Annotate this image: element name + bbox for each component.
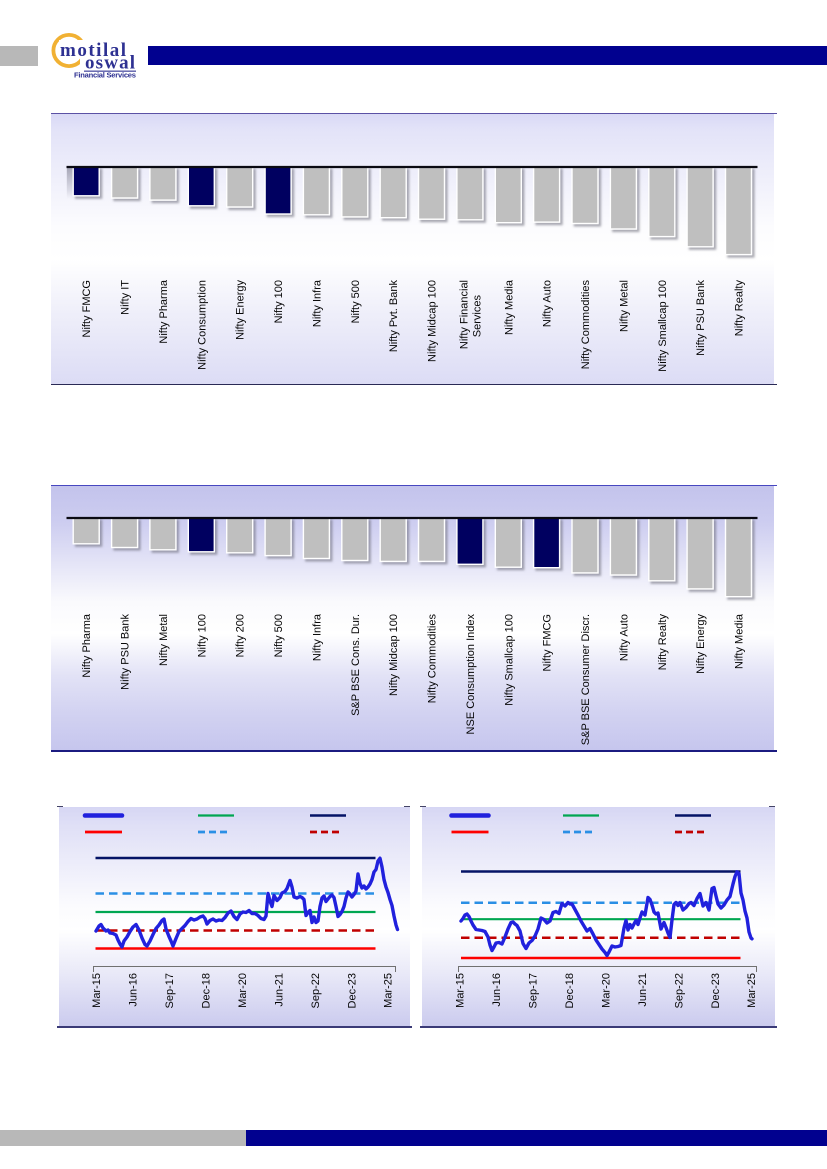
svg-text:Mar-20: Mar-20 <box>600 973 612 1008</box>
svg-text:Nifty Midcap 100: Nifty Midcap 100 <box>388 614 400 696</box>
svg-text:Nifty Media: Nifty Media <box>503 279 515 335</box>
svg-text:Nifty Infra: Nifty Infra <box>311 613 323 661</box>
svg-text:Nifty Realty: Nifty Realty <box>657 614 669 671</box>
svg-text:Nifty Midcap 100: Nifty Midcap 100 <box>427 280 439 362</box>
svg-text:Nifty Infra: Nifty Infra <box>311 279 323 327</box>
svg-text:Dec-23: Dec-23 <box>710 973 722 1008</box>
svg-text:Jun-16: Jun-16 <box>491 973 503 1007</box>
svg-text:Nifty Energy: Nifty Energy <box>235 280 247 340</box>
svg-text:oswal: oswal <box>85 53 135 74</box>
svg-text:Nifty Media: Nifty Media <box>734 613 746 669</box>
svg-text:Nifty Pharma: Nifty Pharma <box>158 279 170 343</box>
svg-text:S&P BSE Cons. Dur.: S&P BSE Cons. Dur. <box>350 614 362 716</box>
svg-text:Sep-22: Sep-22 <box>673 973 685 1008</box>
svg-text:Nifty Metal: Nifty Metal <box>158 614 170 666</box>
svg-text:motilal: motilal <box>60 40 126 61</box>
svg-text:Nifty Auto: Nifty Auto <box>542 280 554 327</box>
svg-text:Dec-18: Dec-18 <box>201 973 213 1008</box>
svg-text:Nifty Commodities: Nifty Commodities <box>580 280 592 370</box>
svg-text:Nifty Energy: Nifty Energy <box>695 614 707 674</box>
svg-text:Nifty Consumption: Nifty Consumption <box>196 280 208 370</box>
svg-text:Nifty Metal: Nifty Metal <box>618 280 630 332</box>
svg-text:Dec-18: Dec-18 <box>564 973 576 1008</box>
svg-text:Mar-15: Mar-15 <box>455 973 467 1008</box>
svg-text:Nifty Realty: Nifty Realty <box>734 280 746 337</box>
svg-text:S&P BSE Consumer Discr.: S&P BSE Consumer Discr. <box>580 614 592 745</box>
svg-text:NSE Consumption Index: NSE Consumption Index <box>465 614 477 735</box>
svg-text:Nifty Commodities: Nifty Commodities <box>427 614 439 704</box>
svg-text:Nifty Pharma: Nifty Pharma <box>81 613 93 677</box>
svg-text:Nifty 100: Nifty 100 <box>273 280 285 323</box>
svg-text:Nifty 200: Nifty 200 <box>235 614 247 657</box>
svg-text:Sep-17: Sep-17 <box>528 973 540 1008</box>
svg-text:Jun-21: Jun-21 <box>637 973 649 1007</box>
svg-text:Dec-23: Dec-23 <box>346 973 358 1008</box>
svg-text:Nifty Smallcap 100: Nifty Smallcap 100 <box>503 614 515 706</box>
svg-text:Nifty 100: Nifty 100 <box>196 614 208 657</box>
svg-text:Nifty Financial: Nifty Financial <box>458 280 470 349</box>
svg-text:Mar-25: Mar-25 <box>746 973 758 1008</box>
svg-text:Sep-17: Sep-17 <box>164 973 176 1008</box>
svg-text:Jun-16: Jun-16 <box>128 973 140 1007</box>
svg-text:Nifty FMCG: Nifty FMCG <box>542 614 554 671</box>
svg-text:Nifty IT: Nifty IT <box>120 280 132 315</box>
svg-text:Nifty 500: Nifty 500 <box>273 614 285 657</box>
svg-text:Nifty FMCG: Nifty FMCG <box>81 280 93 337</box>
svg-text:Mar-15: Mar-15 <box>91 973 103 1008</box>
svg-text:Mar-25: Mar-25 <box>383 973 395 1008</box>
svg-text:Services: Services <box>471 295 483 338</box>
svg-text:Nifty Auto: Nifty Auto <box>618 614 630 661</box>
svg-text:Financial Services: Financial Services <box>74 71 136 80</box>
svg-text:Nifty Smallcap 100: Nifty Smallcap 100 <box>657 280 669 372</box>
svg-text:Nifty PSU Bank: Nifty PSU Bank <box>695 280 707 356</box>
svg-text:Jun-21: Jun-21 <box>273 973 285 1007</box>
svg-text:Nifty Pvt. Bank: Nifty Pvt. Bank <box>388 280 400 353</box>
svg-text:Sep-22: Sep-22 <box>310 973 322 1008</box>
svg-text:Nifty 500: Nifty 500 <box>350 280 362 323</box>
svg-text:Mar-20: Mar-20 <box>237 973 249 1008</box>
svg-text:Nifty PSU Bank: Nifty PSU Bank <box>120 614 132 690</box>
